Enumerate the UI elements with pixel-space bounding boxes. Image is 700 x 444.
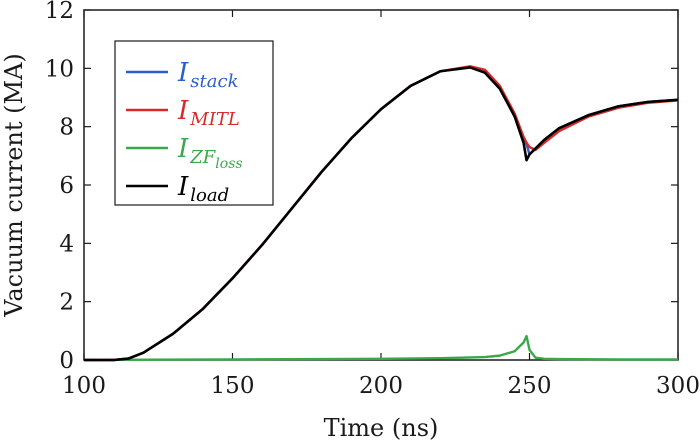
series-line-i-load: [84, 66, 679, 362]
y-tick-label: 10: [45, 56, 74, 82]
legend-label-subscript: MITL: [189, 109, 240, 130]
legend-label-i-zfloss: I ZFloss: [177, 134, 243, 172]
x-tick-label: 300: [656, 373, 700, 399]
legend-label-main: I: [177, 58, 189, 88]
legend-label-subscript: stack: [190, 71, 238, 92]
legend-label-subscript: load: [190, 185, 229, 206]
series-line-i-zfloss: [83, 334, 678, 362]
series-layer: [83, 65, 679, 362]
legend-label-subscript: ZF: [189, 147, 217, 168]
x-tick-label: 200: [359, 373, 403, 399]
y-tick-label: 0: [59, 348, 74, 374]
x-axis-title: Time (ns): [324, 414, 439, 442]
legend-box: [114, 40, 274, 206]
x-tick-label: 150: [211, 373, 255, 399]
y-tick-label: 12: [45, 0, 74, 24]
legend-label-main: I: [177, 134, 189, 164]
x-tick-label: 100: [62, 373, 106, 399]
legend-label-main: I: [177, 172, 189, 202]
axis-ticks: 100 150 200 250 300 0 2 4 6 8 10 12: [45, 0, 700, 399]
legend-label-i-mitl: I MITL: [177, 96, 240, 130]
y-tick-label: 4: [59, 231, 74, 257]
legend-label-main: I: [177, 96, 189, 126]
y-tick-label: 6: [59, 173, 74, 199]
y-tick-label: 8: [59, 115, 74, 141]
y-tick-label: 2: [59, 290, 74, 316]
x-tick-label: 250: [508, 373, 552, 399]
legend-label-sub-subscript: loss: [215, 156, 242, 172]
y-axis-title: Vacuum current (MA): [0, 53, 28, 318]
